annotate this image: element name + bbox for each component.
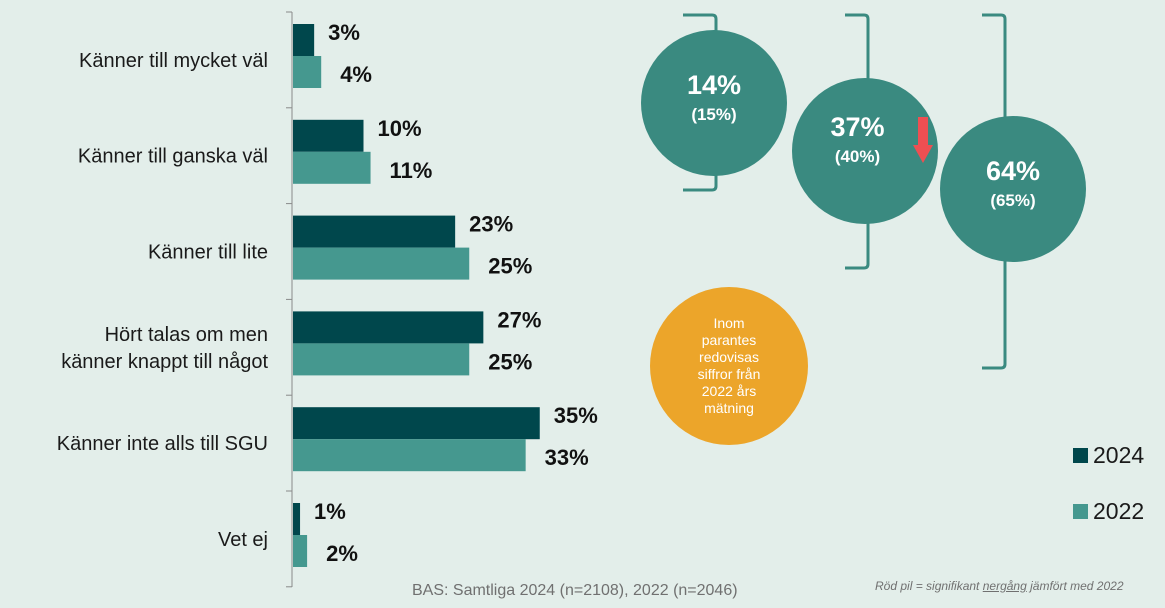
- labels-group: Känner till mycket väl 3% 4% Känner till ga…: [57, 20, 598, 566]
- bar-2022: [293, 535, 308, 567]
- value-label-2022: 2%: [326, 541, 358, 566]
- bar-2024: [293, 503, 301, 535]
- value-label-2024: 1%: [314, 499, 346, 524]
- bar-2024: [293, 119, 364, 152]
- bar-2024: [293, 311, 484, 344]
- summary-circle-top-four: 64% (65%): [940, 116, 1086, 262]
- legend-item-2022: 2022: [1073, 498, 1144, 525]
- note-circle: Inom parantes redovisas siffror från 202…: [650, 287, 808, 445]
- category-label: Känner till mycket väl: [79, 50, 268, 72]
- category-label: Hört talas om men: [105, 324, 268, 346]
- value-label-2022: 33%: [545, 445, 589, 470]
- value-label-2022: 4%: [340, 62, 372, 87]
- bar-2024: [293, 24, 315, 56]
- note-circle-text: Inom parantes redovisas siffror från 202…: [697, 315, 761, 416]
- summary-previous: (40%): [834, 147, 881, 166]
- bar-2022: [293, 151, 371, 184]
- bar-2022: [293, 56, 322, 88]
- bar-2024: [293, 407, 540, 440]
- legend-swatch-2024: [1073, 448, 1088, 463]
- summary-value: 64%: [985, 156, 1041, 186]
- summary-circle-top-two: 14% (15%): [641, 30, 787, 176]
- value-label-2024: 3%: [328, 20, 360, 45]
- summary-value: 37%: [830, 112, 885, 142]
- value-label-2022: 25%: [488, 254, 532, 279]
- bar-2024: [293, 215, 456, 248]
- legend-label-2024: 2024: [1093, 442, 1145, 468]
- value-label-2024: 35%: [554, 403, 598, 428]
- category-label: känner knappt till något: [61, 351, 268, 373]
- bar-2022: [293, 439, 526, 472]
- summary-circle-top-three: 37% (40%): [792, 78, 938, 224]
- legend-swatch-2022: [1073, 504, 1088, 519]
- category-label: Känner till lite: [148, 242, 268, 264]
- summary-previous: (15%): [691, 105, 737, 124]
- value-label-2022: 25%: [488, 349, 532, 374]
- bar-2022: [293, 247, 470, 280]
- footnote: Röd pil = signifikant nergång jämfört me…: [875, 580, 1165, 593]
- summary-previous: (65%): [990, 191, 1036, 210]
- legend-item-2024: 2024: [1073, 442, 1144, 469]
- base-note: BAS: Samtliga 2024 (n=2108), 2022 (n=204…: [412, 582, 738, 599]
- value-label-2024: 10%: [378, 116, 422, 141]
- footnote-text-end: jämfört med 2022: [1026, 579, 1124, 593]
- value-label-2022: 11%: [390, 158, 433, 183]
- value-label-2024: 27%: [497, 307, 541, 332]
- legend-label-2022: 2022: [1093, 498, 1145, 524]
- category-label: Känner till ganska väl: [78, 146, 268, 168]
- category-label: Vet ej: [218, 529, 268, 551]
- footnote-text: Röd pil = signifikant: [875, 579, 983, 593]
- footnote-underlined: nergång: [982, 579, 1027, 593]
- value-label-2024: 23%: [469, 212, 513, 237]
- axis-ticks: [286, 11, 292, 588]
- arrow-down-icon: [913, 117, 933, 163]
- bars-group: [293, 24, 540, 567]
- bar-2022: [293, 343, 470, 376]
- category-label: Känner inte alls till SGU: [57, 433, 268, 455]
- summary-value: 14%: [686, 70, 742, 100]
